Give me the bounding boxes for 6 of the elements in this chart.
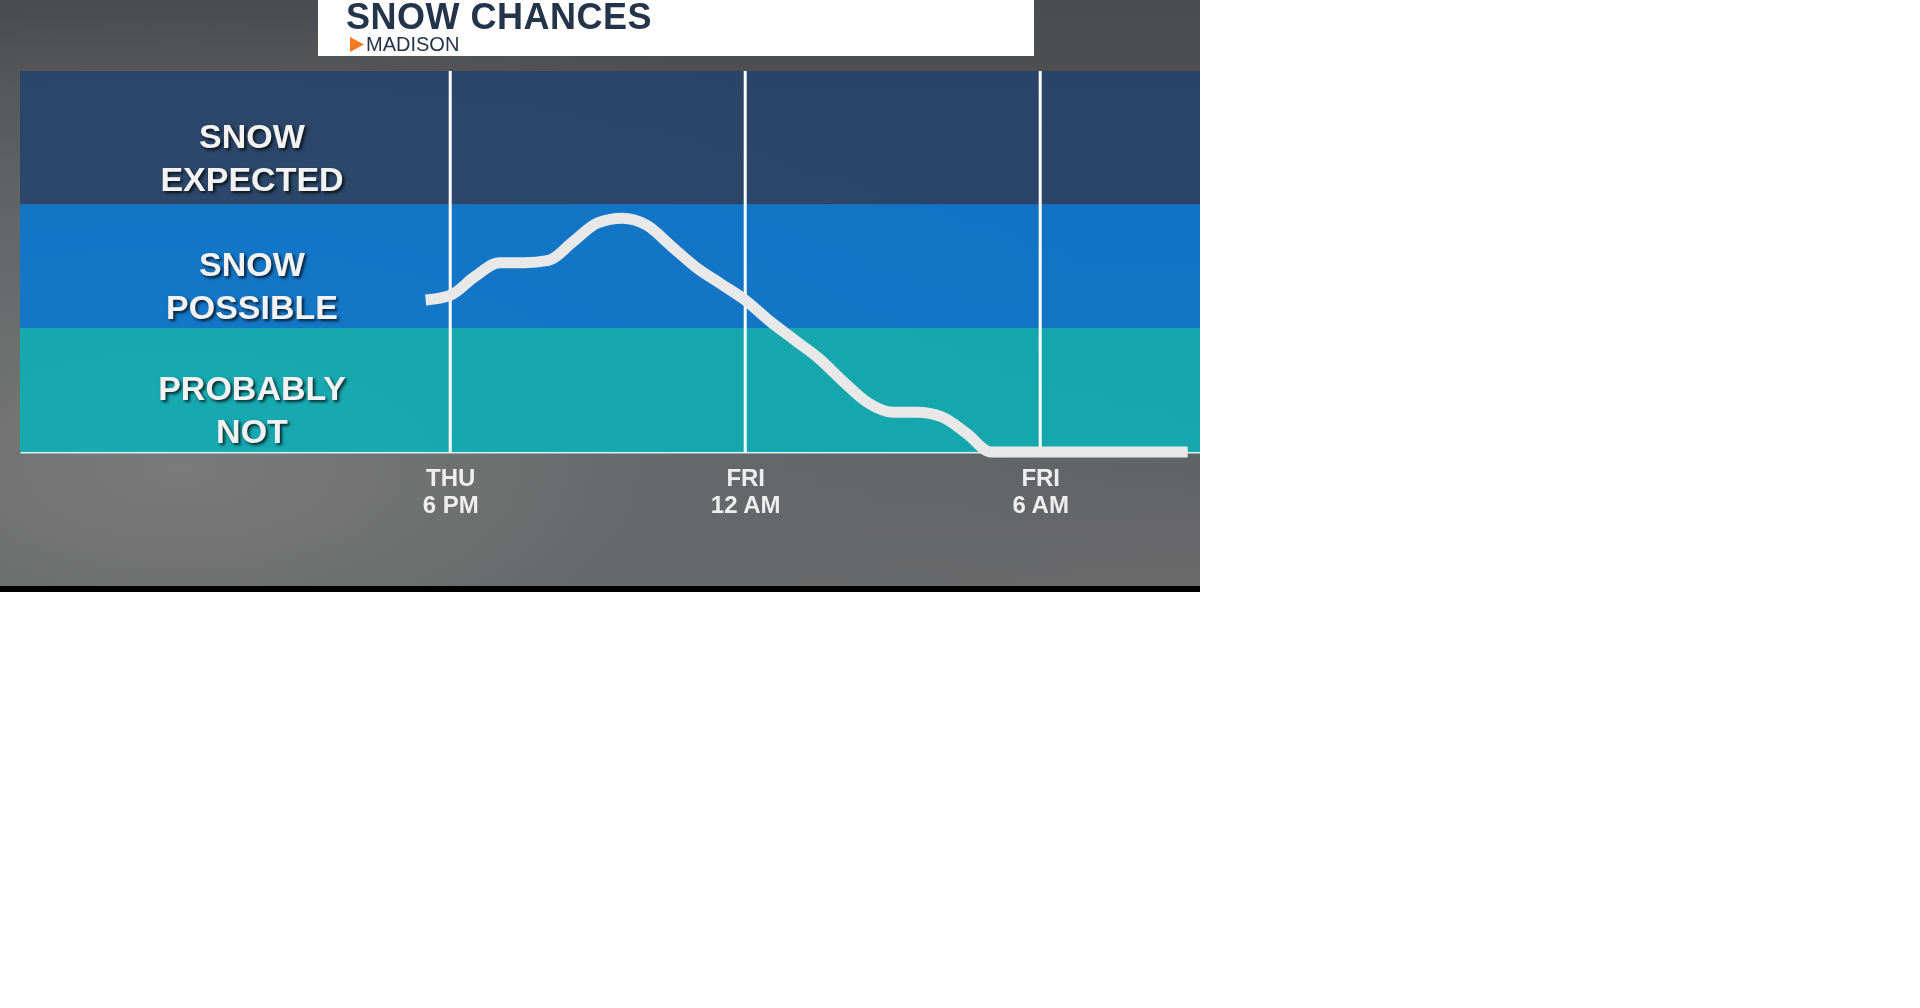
band-label: SNOW EXPECTED bbox=[160, 116, 344, 198]
x-tick-label: FRI 6 AM bbox=[1012, 463, 1069, 518]
x-tick-label: THU 6 PM bbox=[422, 463, 479, 518]
x-tick-label: FRI 12 AM bbox=[710, 463, 781, 518]
band-label: PROBABLY NOT bbox=[158, 369, 347, 451]
band-label: SNOW POSSIBLE bbox=[166, 245, 338, 327]
